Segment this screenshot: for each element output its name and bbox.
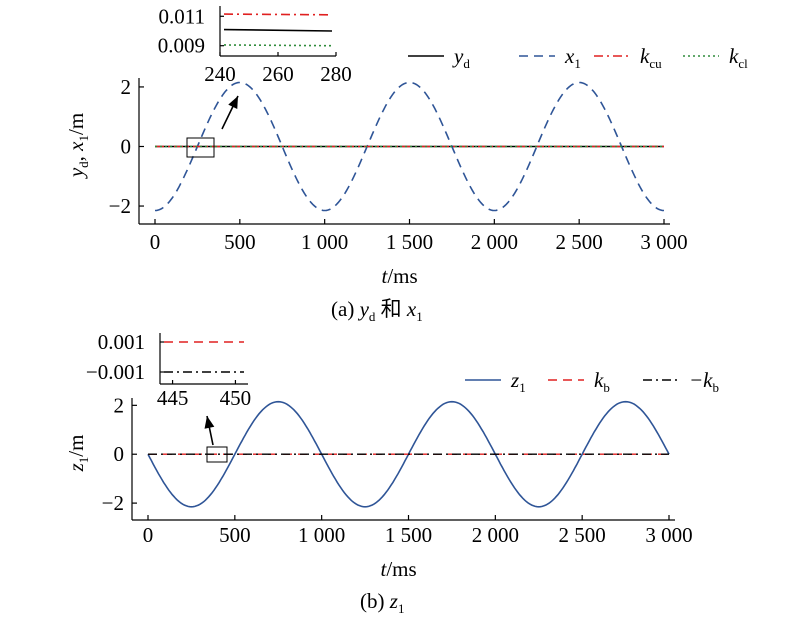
y-axis-label: z1/m — [64, 435, 91, 473]
inset-y-tick-label: −0.001 — [86, 360, 145, 384]
x-axis-label: t/ms — [382, 264, 418, 288]
caption: (b) z1 — [360, 589, 404, 616]
x-tick-label: 500 — [219, 523, 251, 547]
inset-b: 445 450 0.001 −0.001 — [86, 330, 251, 410]
x-tick-label: 0 — [150, 230, 161, 254]
inset-y-tick-label: 0.001 — [98, 330, 145, 354]
caption: (a) yd 和 x1 — [331, 297, 423, 324]
x-axis-label: t/ms — [381, 557, 417, 581]
legend-label: yd — [452, 44, 470, 71]
y-tick-label: −2 — [102, 491, 124, 515]
inset-y-tick-label: 0.011 — [159, 4, 205, 28]
x-tick-label: 0 — [143, 523, 154, 547]
x-tick-label: 3 000 — [645, 523, 692, 547]
x-tick-label: 2 500 — [559, 523, 606, 547]
x-tick-label: 1 000 — [301, 230, 348, 254]
legend-label: kb — [594, 368, 610, 395]
x-tick-label: 1 000 — [298, 523, 345, 547]
inset-x-tick-label: 240 — [204, 62, 236, 86]
legend-label: x1 — [564, 44, 581, 71]
legend-label: kcl — [729, 44, 748, 71]
inset-y-tick-label: 0.009 — [158, 34, 205, 58]
inset-x-tick-label: 280 — [320, 62, 352, 86]
inset-a: 240 260 280 0.011 0.009 — [158, 4, 352, 86]
inset-x-tick-label: 450 — [220, 386, 252, 410]
inset-series-k_cl — [223, 44, 333, 47]
y-axis-label: yd, x1/m — [64, 113, 91, 179]
x-tick-label: 3 000 — [640, 230, 687, 254]
legend-label: −kb — [689, 368, 719, 395]
y-tick-label: 2 — [114, 393, 125, 417]
x-tick-label: 2 000 — [472, 523, 519, 547]
inset-x-tick-label: 260 — [262, 62, 294, 86]
y-tick-label: 0 — [114, 442, 125, 466]
series-x-1 — [154, 81, 665, 212]
inset-series-y_d — [223, 28, 333, 32]
inset-x-tick-label: 445 — [157, 386, 189, 410]
legend-label: kcu — [640, 44, 662, 71]
inset-series-k_cu — [223, 13, 333, 16]
x-tick-label: 2 500 — [556, 230, 603, 254]
y-tick-label: 2 — [121, 75, 132, 99]
y-tick-label: 0 — [121, 134, 132, 158]
zoom-region-box — [186, 137, 215, 158]
x-tick-label: 1 500 — [386, 230, 433, 254]
chart-a: 0 500 1 000 1 500 2 000 2 500 3 000 −2 0 2 yd, x1/… — [64, 4, 748, 324]
y-tick-label: −2 — [109, 194, 131, 218]
x-tick-label: 500 — [224, 230, 256, 254]
x-tick-label: 1 500 — [385, 523, 432, 547]
legend-label: z1 — [510, 368, 526, 395]
x-tick-label: 2 000 — [471, 230, 518, 254]
zoom-region-box — [206, 446, 228, 463]
chart-b: 0 500 1 000 1 500 2 000 2 500 3 000 −2 0 2 z1/m t/m… — [64, 330, 719, 616]
zoom-arrow-head — [204, 416, 215, 429]
zoom-arrow-head — [228, 96, 238, 109]
